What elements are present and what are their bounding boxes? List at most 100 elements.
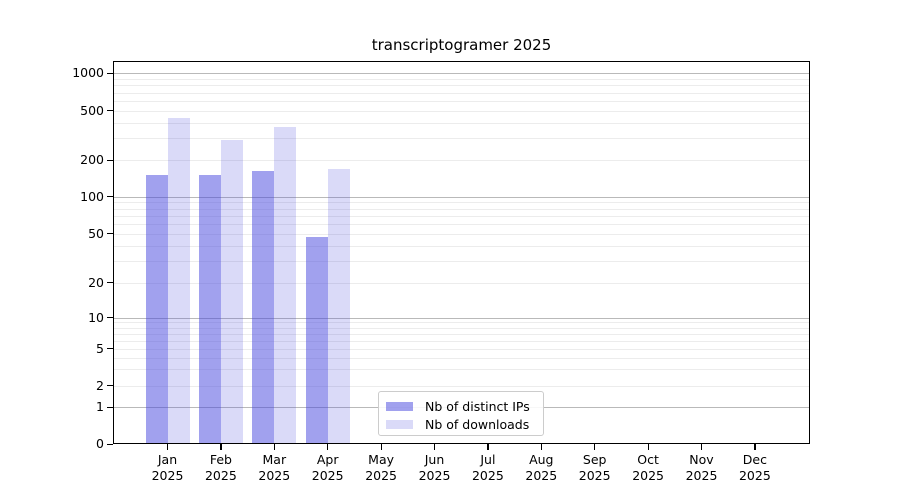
y-tick-label: 1000 [72, 65, 104, 81]
bar-distinct-ips [198, 174, 221, 444]
x-tick-month: Jun [424, 452, 445, 467]
x-tick-mark [754, 444, 756, 450]
x-tick-mark [220, 444, 222, 450]
gridline-minor [113, 369, 810, 371]
y-tick-label: 50 [88, 225, 104, 241]
gridline-minor [113, 160, 810, 161]
legend-row: Nb of distinct IPs [386, 397, 535, 415]
y-tick-label: 1 [96, 399, 104, 414]
legend-swatch [386, 419, 413, 429]
gridline-minor [113, 100, 810, 102]
x-tick-month: Feb [209, 452, 232, 467]
gridline-minor [113, 110, 810, 112]
y-tick-mark [107, 110, 113, 112]
gridline-minor [113, 261, 810, 262]
x-tick-mark [540, 444, 542, 450]
gridline-minor [113, 357, 810, 359]
x-tick-mark [594, 444, 596, 450]
x-tick-year: 2025 [578, 467, 611, 483]
x-tick-year: 2025 [204, 467, 237, 483]
x-tick-mark [380, 444, 382, 450]
y-tick-mark [107, 443, 113, 445]
x-tick-month: Mar [262, 452, 287, 467]
x-tick-month: Aug [529, 452, 554, 467]
x-tick-year: 2025 [471, 467, 504, 483]
x-tick-year: 2025 [632, 467, 664, 483]
y-tick-mark [107, 159, 113, 161]
y-tick-mark [107, 282, 113, 284]
gridline-minor [113, 233, 810, 235]
y-tick-mark [107, 317, 113, 319]
y-tick-mark [107, 233, 113, 235]
x-tick-mark [433, 444, 436, 450]
x-tick-month: Jan [157, 452, 178, 467]
gridline-minor [113, 85, 810, 87]
gridline-major [113, 196, 810, 198]
x-tick-month: Dec [742, 452, 767, 467]
y-tick-label: 5 [96, 340, 104, 356]
gridline-minor [113, 224, 810, 225]
y-tick-mark [107, 196, 113, 198]
x-tick-mark [647, 444, 649, 450]
x-tick-label: Feb 2025 [189, 452, 253, 483]
legend: Nb of distinct IPs Nb of downloads [378, 391, 544, 436]
y-tick-mark [107, 72, 113, 75]
gridline-minor [113, 385, 810, 387]
bar-distinct-ips [145, 174, 168, 444]
x-tick-month: Jul [480, 452, 496, 467]
legend-swatch [386, 401, 413, 411]
gridline-minor [113, 79, 810, 80]
y-tick-mark [107, 348, 113, 350]
gridline-minor [113, 322, 810, 324]
x-tick-label: Aug 2025 [509, 452, 573, 483]
chart-title: transcriptogramer 2025 [371, 36, 552, 54]
x-tick-year: 2025 [151, 467, 184, 483]
x-tick-year: 2025 [685, 467, 718, 483]
x-tick-mark [487, 444, 489, 450]
bar-downloads [167, 117, 190, 444]
legend-label: Nb of downloads [425, 416, 530, 432]
x-tick-label: Oct 2025 [616, 452, 680, 483]
x-tick-year: 2025 [525, 467, 558, 483]
bar-distinct-ips [305, 237, 328, 444]
x-tick-month: Nov [689, 452, 714, 467]
y-tick-label: 20 [88, 274, 104, 290]
y-tick-label: 0 [96, 436, 104, 451]
x-tick-mark [700, 444, 703, 450]
x-tick-year: 2025 [738, 467, 771, 483]
y-tick-label: 500 [80, 102, 104, 118]
gridline-minor [113, 208, 810, 210]
x-tick-mark [273, 444, 275, 450]
gridline-minor [113, 348, 810, 350]
y-tick-mark [107, 406, 113, 408]
legend-row: Nb of downloads [386, 415, 535, 433]
x-tick-year: 2025 [418, 467, 451, 483]
x-tick-month: Apr [316, 452, 339, 467]
gridline-minor [113, 333, 810, 335]
x-tick-label: Apr 2025 [296, 452, 360, 483]
y-tick-label: 10 [88, 309, 104, 325]
x-tick-year: 2025 [311, 467, 344, 483]
bar-distinct-ips [252, 170, 275, 444]
gridline-minor [113, 122, 810, 124]
x-tick-label: Jul 2025 [456, 452, 520, 483]
gridline-minor [113, 202, 810, 204]
y-tick-label: 200 [80, 152, 104, 167]
gridline-minor [113, 245, 810, 247]
gridline-minor [113, 215, 810, 217]
x-tick-year: 2025 [365, 467, 397, 483]
x-tick-mark [327, 444, 329, 450]
gridline-major [113, 73, 810, 75]
x-tick-label: Nov 2025 [670, 452, 734, 483]
x-tick-label: Sep 2025 [563, 452, 627, 483]
gridline-minor [113, 138, 810, 140]
gridline-major [113, 317, 810, 319]
bar-downloads [220, 140, 243, 444]
bar-downloads [274, 127, 297, 444]
x-tick-label: Dec 2025 [723, 452, 787, 483]
gridline-minor [113, 340, 810, 342]
y-tick-label: 2 [96, 377, 104, 393]
legend-label: Nb of distinct IPs [425, 398, 530, 414]
x-tick-label: Jun 2025 [403, 452, 467, 483]
